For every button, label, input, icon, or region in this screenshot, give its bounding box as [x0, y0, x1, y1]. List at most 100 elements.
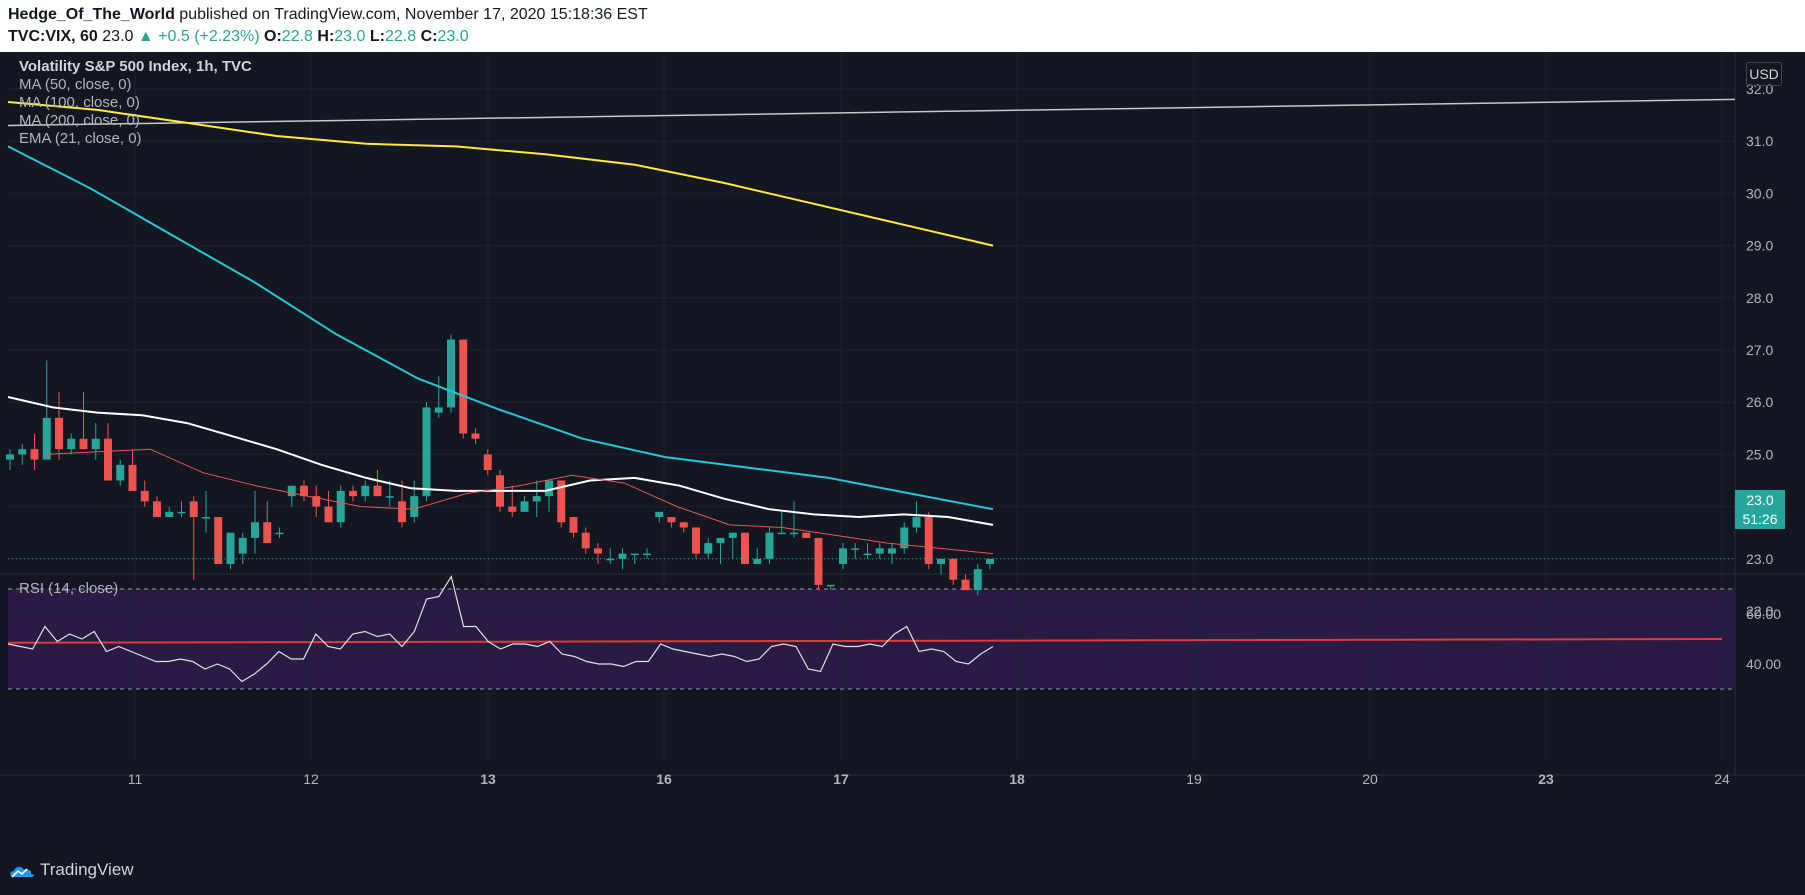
candle-body-74 — [912, 517, 921, 528]
candle-body-45 — [557, 480, 566, 523]
candle-body-66 — [814, 537, 823, 585]
candle-body-27 — [336, 490, 345, 523]
candle-body-47 — [581, 532, 590, 549]
candle-body-38 — [471, 433, 480, 439]
legend-ma100: MA (100, close, 0) — [19, 94, 140, 111]
currency-button[interactable]: USD — [1746, 62, 1782, 86]
candle-body-77 — [949, 558, 958, 580]
candle-body-73 — [900, 527, 909, 549]
price-tick-label-3: 25.0 — [1746, 446, 1773, 462]
candle-body-9 — [116, 464, 125, 481]
ma200-line — [7, 101, 994, 247]
tradingview-cloud-icon — [10, 866, 34, 878]
candle-body-44 — [545, 480, 553, 497]
price-chart-svg[interactable]: 22.023.024.025.026.027.028.029.030.031.0… — [0, 52, 1805, 895]
candle-body-60 — [741, 532, 749, 565]
candle-body-18 — [226, 532, 235, 565]
candle-body-68 — [839, 548, 847, 565]
legend-ma200: MA (200, close, 0) — [19, 112, 140, 129]
publish-info: published on TradingView.com, November 1… — [179, 6, 648, 23]
candle-body-16 — [202, 517, 210, 519]
candle-body-78 — [961, 579, 970, 591]
candle-body-75 — [924, 517, 933, 565]
author-name: Hedge_Of_The_World — [8, 6, 175, 23]
candle-body-12 — [153, 501, 161, 518]
candle-body-56 — [692, 527, 700, 554]
ma-horizontal-line — [7, 98, 1736, 127]
candle-body-71 — [875, 548, 884, 554]
candle-body-41 — [508, 506, 517, 512]
candle-body-69 — [851, 548, 860, 550]
x-tick-label-6: 19 — [1186, 771, 1202, 787]
candle-body-50 — [618, 553, 627, 559]
candle-body-21 — [263, 522, 272, 544]
candle-body-5 — [67, 438, 76, 450]
rsi-tick-label-0: 40.00 — [1746, 656, 1781, 672]
x-tick-label-7: 20 — [1362, 771, 1378, 787]
candle-body-8 — [104, 438, 112, 481]
candle-body-80 — [986, 558, 994, 565]
candle-body-54 — [667, 517, 676, 523]
candle-body-72 — [888, 548, 896, 554]
x-tick-label-9: 24 — [1714, 771, 1730, 787]
candle-body-29 — [361, 485, 370, 497]
candle-body-13 — [165, 511, 174, 518]
candle-body-48 — [594, 548, 602, 554]
high-value: 23.0 — [334, 28, 366, 45]
countdown-tag: 51:26 — [1735, 509, 1785, 529]
candle-body-62 — [765, 532, 774, 559]
candle-body-39 — [483, 454, 492, 471]
candle-body-33 — [410, 496, 419, 518]
candle-body-22 — [275, 532, 284, 535]
rsi-line — [7, 574, 994, 683]
candle-body-1 — [18, 449, 27, 455]
price-tick-label-8: 30.0 — [1746, 185, 1773, 201]
last-price: 23.0 — [102, 28, 134, 45]
branding-text: TradingView — [40, 860, 134, 879]
candle-body-20 — [251, 522, 259, 538]
tradingview-logo[interactable]: TradingView — [8, 860, 134, 880]
legend-rsi: RSI (14, close) — [19, 580, 119, 597]
ma100-line — [7, 145, 994, 511]
candle-body-10 — [128, 464, 137, 491]
price-tick-label-7: 29.0 — [1746, 238, 1773, 254]
ema21-line — [44, 448, 994, 555]
rsi-ma-line — [7, 638, 1723, 644]
price-tag: 23.0 — [1735, 490, 1785, 510]
low-value: 22.8 — [384, 28, 417, 45]
candle-body-53 — [655, 511, 664, 518]
high-label: H: — [317, 28, 335, 45]
candle-body-25 — [312, 496, 321, 507]
x-tick-label-4: 17 — [833, 771, 849, 787]
x-tick-label-1: 12 — [303, 771, 319, 787]
candle-body-70 — [863, 553, 872, 556]
ma50-line — [7, 396, 994, 526]
candle-body-51 — [630, 553, 639, 556]
candle-body-55 — [679, 522, 688, 528]
candle-body-49 — [606, 558, 615, 561]
up-triangle-icon: ▲ — [137, 28, 154, 45]
candle-body-2 — [30, 449, 39, 460]
candle-body-26 — [324, 506, 333, 523]
candle-body-42 — [520, 501, 529, 512]
candle-body-57 — [704, 543, 713, 554]
x-tick-label-0: 11 — [128, 771, 143, 787]
candle-body-64 — [790, 532, 798, 535]
candle-body-24 — [300, 485, 308, 497]
low-label: L: — [369, 28, 385, 45]
price-tick-label-4: 26.0 — [1746, 394, 1773, 410]
symbol-label: TVC:VIX, 60 — [8, 28, 98, 45]
legend-ema21: EMA (21, close, 0) — [19, 130, 142, 147]
candle-body-17 — [214, 517, 223, 565]
candle-body-59 — [728, 532, 737, 538]
chart-area[interactable]: 22.023.024.025.026.027.028.029.030.031.0… — [0, 52, 1805, 895]
rsi-tick-label-1: 60.00 — [1746, 606, 1781, 622]
candle-body-32 — [398, 501, 406, 523]
candle-body-7 — [91, 438, 100, 450]
candle-body-31 — [385, 496, 394, 498]
x-tick-label-5: 18 — [1009, 771, 1025, 787]
candle-body-65 — [802, 532, 811, 538]
legend-title: Volatility S&P 500 Index, 1h, TVC — [19, 58, 252, 75]
candle-body-28 — [349, 490, 357, 497]
candle-body-46 — [569, 517, 578, 533]
